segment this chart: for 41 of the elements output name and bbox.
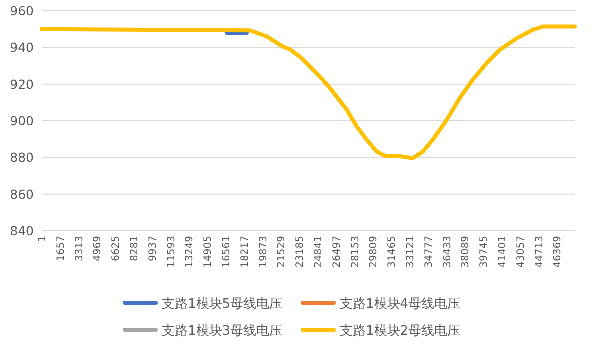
x-tick-label: 24841 [314, 236, 324, 268]
x-tick-label: 36433 [442, 236, 454, 268]
x-tick-label: 31465 [387, 236, 398, 268]
x-tick-label: 9937 [148, 236, 159, 262]
x-tick-label: 39745 [479, 236, 490, 268]
x-tick-label: 23185 [295, 236, 306, 268]
y-tick-label: 880 [10, 150, 34, 166]
y-tick-label: 960 [10, 4, 34, 18]
x-tick-label: 29809 [368, 236, 380, 268]
x-tick-label: 33121 [406, 236, 416, 268]
legend-label: 支路1模块2母线电压 [340, 324, 461, 339]
x-tick-label: 18217 [240, 236, 251, 268]
x-tick-label: 28153 [350, 236, 362, 268]
x-tick-label: 19873 [258, 236, 270, 268]
x-tick-label: 1657 [56, 236, 67, 262]
y-tick-label: 920 [10, 76, 34, 92]
legend-label: 支路1模块3母线电压 [162, 324, 283, 339]
legend-label: 支路1模块5母线电压 [162, 297, 283, 312]
x-tick-label: 8281 [130, 236, 140, 262]
x-tick-label: 21529 [276, 236, 288, 268]
x-tick-label: 6625 [111, 236, 122, 262]
y-tick-label: 860 [10, 186, 34, 202]
y-tick-label: 840 [10, 224, 34, 238]
legend-label: 支路1模块4母线电压 [340, 297, 461, 312]
x-tick-label: 44713 [534, 236, 546, 268]
x-tick-label: 4969 [92, 236, 104, 262]
x-tick-label: 46369 [552, 236, 564, 268]
y-tick-label: 940 [10, 40, 34, 56]
x-tick-label: 43057 [516, 236, 527, 268]
x-tick-label: 11593 [166, 236, 178, 268]
line-series [40, 24, 577, 160]
x-tick-label: 38089 [460, 236, 472, 268]
x-tick-label: 34777 [424, 236, 435, 268]
x-tick-label: 16561 [222, 236, 232, 268]
y-tick-label: 900 [10, 114, 34, 128]
x-tick-label: 14905 [203, 236, 214, 268]
x-tick-label: 13249 [184, 236, 196, 268]
x-tick-label: 1 [38, 236, 48, 242]
x-tick-label: 41401 [498, 236, 508, 268]
x-tick-label: 3313 [74, 236, 86, 262]
x-tick-label: 26497 [332, 236, 343, 268]
